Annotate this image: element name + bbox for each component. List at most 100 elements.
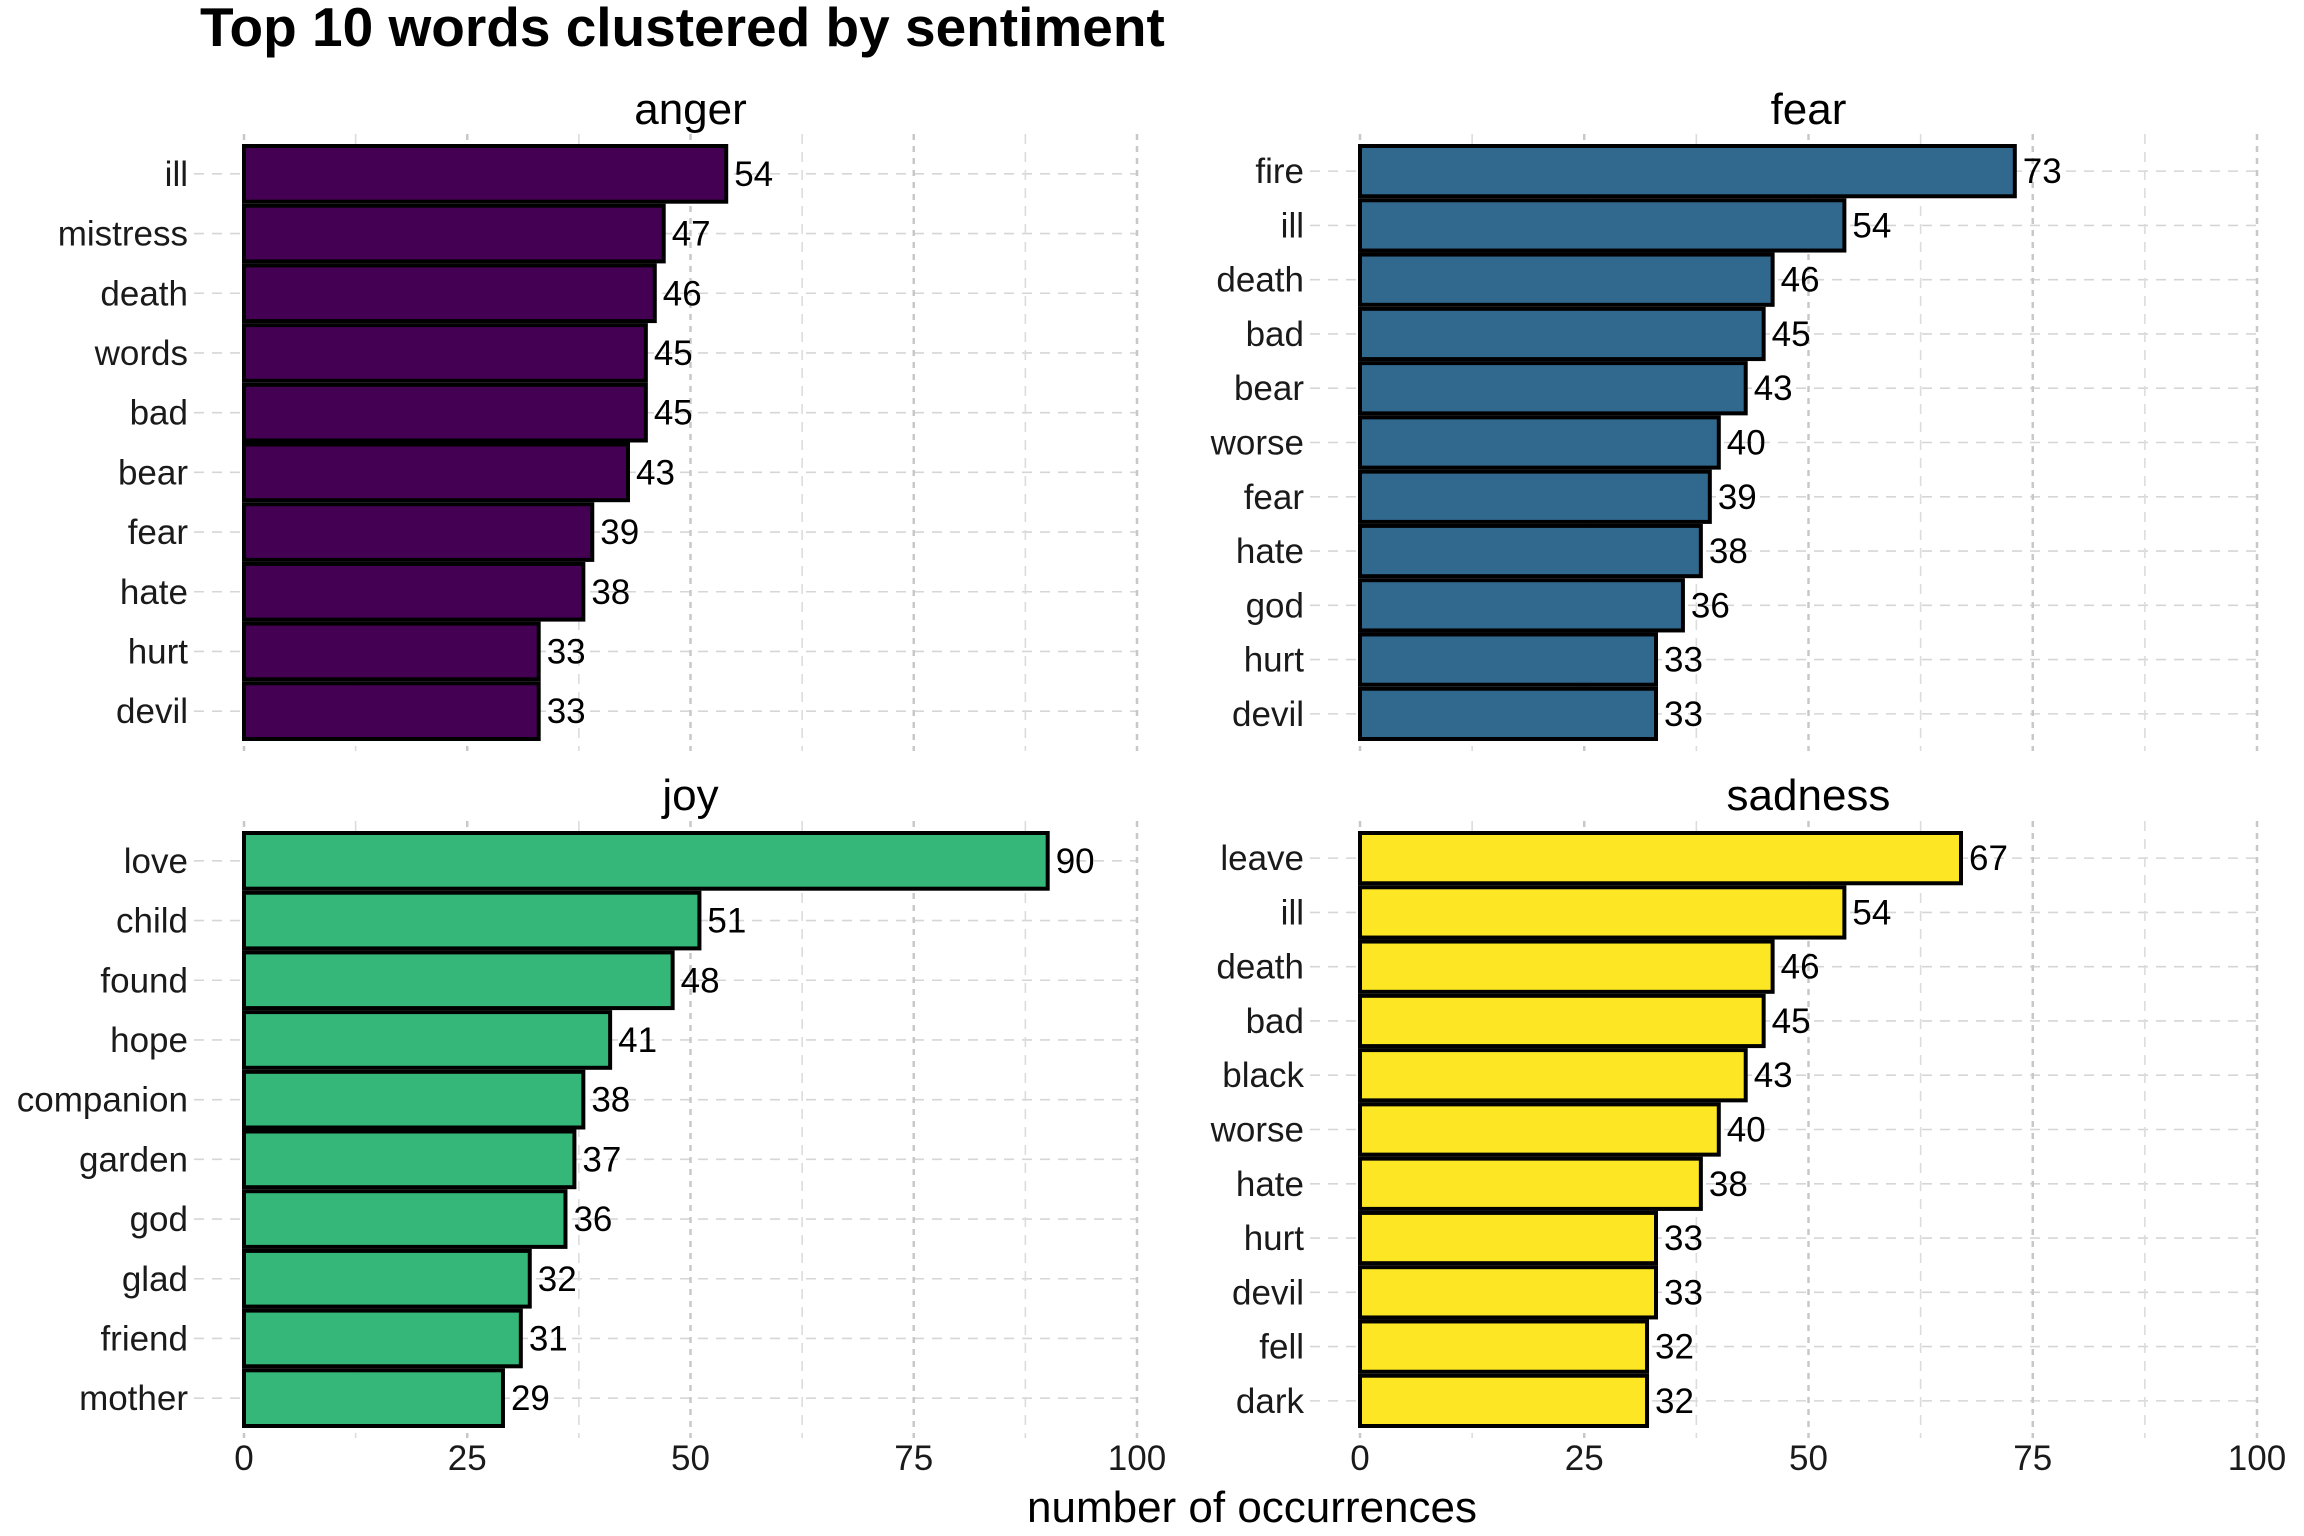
value-label: 39	[600, 513, 639, 552]
bar	[242, 950, 675, 1011]
bar	[1358, 252, 1775, 307]
facet-panel-joy: joy 90 love 51 child 48 found 41 hope 38 companion…	[17, 771, 1166, 1478]
x-tick-label: 75	[2013, 1439, 2052, 1478]
category-label: found	[100, 961, 188, 1000]
bar	[1358, 1048, 1748, 1103]
bar	[242, 681, 541, 741]
value-label: 43	[1754, 1056, 1793, 1095]
facet-label: anger	[634, 85, 747, 134]
bar	[242, 263, 657, 324]
bar	[1358, 578, 1685, 633]
category-label: hate	[1236, 1165, 1304, 1204]
category-label: worse	[1210, 1111, 1304, 1150]
value-label: 36	[573, 1200, 612, 1239]
bar	[242, 1189, 568, 1249]
category-label: bad	[1246, 1002, 1304, 1041]
x-tick-label: 0	[1350, 1439, 1369, 1478]
bar	[1358, 632, 1659, 687]
x-tick-label: 100	[2228, 1439, 2286, 1478]
bar	[242, 323, 648, 383]
facet-label: sadness	[1727, 771, 1891, 820]
x-tick-label: 25	[1565, 1439, 1604, 1478]
bar	[1358, 361, 1748, 416]
category-label: devil	[1232, 1273, 1304, 1312]
value-label: 46	[1781, 948, 1820, 987]
bar	[242, 1010, 613, 1070]
x-tick-label: 25	[448, 1439, 487, 1478]
x-axis-label: number of occurrences	[1027, 1483, 1477, 1532]
bar	[1358, 415, 1721, 470]
bar	[1358, 1102, 1721, 1157]
bar	[1358, 469, 1712, 524]
bar	[1358, 831, 1963, 886]
value-label: 54	[1852, 893, 1891, 932]
category-label: leave	[1220, 839, 1304, 878]
chart-title: Top 10 words clustered by sentiment	[200, 0, 1165, 58]
category-label: hurt	[1244, 641, 1305, 680]
bar	[1358, 1210, 1659, 1266]
bar	[242, 890, 702, 951]
value-label: 33	[1664, 695, 1703, 734]
category-label: ill	[1281, 893, 1304, 932]
bar	[242, 442, 630, 503]
category-label: bad	[130, 394, 188, 433]
value-label: 32	[538, 1260, 577, 1299]
x-tick-label: 50	[1789, 1439, 1828, 1478]
bar	[1358, 1156, 1703, 1211]
value-label: 48	[681, 961, 720, 1000]
category-label: love	[124, 842, 188, 881]
category-label: fell	[1259, 1328, 1304, 1367]
bar	[1358, 1373, 1650, 1429]
value-label: 36	[1691, 586, 1730, 625]
category-label: fire	[1255, 152, 1304, 191]
category-label: ill	[1281, 206, 1304, 245]
bar	[1358, 198, 1847, 253]
category-label: devil	[116, 692, 188, 731]
facet-panel-anger: anger 54 ill 47 mistress 46 death 45 words 45 bad 4…	[58, 85, 1139, 751]
bar	[242, 831, 1050, 891]
category-label: hurt	[1244, 1219, 1305, 1258]
category-label: glad	[122, 1260, 188, 1299]
category-label: dark	[1236, 1382, 1305, 1421]
bar	[242, 1248, 532, 1309]
x-tick-label: 100	[1108, 1439, 1166, 1478]
value-label: 33	[1664, 641, 1703, 680]
category-label: bear	[1234, 369, 1304, 408]
value-label: 90	[1056, 842, 1095, 881]
category-label: companion	[17, 1081, 188, 1120]
value-label: 38	[591, 1081, 630, 1120]
category-label: god	[1246, 586, 1304, 625]
category-label: death	[1216, 948, 1304, 987]
category-label: black	[1222, 1056, 1304, 1095]
bar	[1358, 939, 1775, 994]
bar	[242, 382, 648, 443]
bar	[1358, 144, 2017, 199]
value-label: 45	[1772, 1002, 1811, 1041]
x-tick-label: 75	[894, 1439, 933, 1478]
x-tick-label: 0	[234, 1439, 253, 1478]
x-tick-label: 50	[671, 1439, 710, 1478]
category-label: fear	[1244, 478, 1305, 517]
value-label: 32	[1655, 1328, 1694, 1367]
bar	[242, 144, 729, 204]
bar	[1358, 993, 1766, 1049]
value-label: 33	[1664, 1219, 1703, 1258]
bar	[242, 502, 595, 562]
value-label: 51	[707, 902, 746, 941]
value-label: 46	[1781, 261, 1820, 300]
value-label: 39	[1718, 478, 1757, 517]
bar	[242, 1129, 577, 1190]
category-label: ill	[165, 155, 188, 194]
category-label: bear	[118, 453, 188, 492]
value-label: 46	[663, 274, 702, 313]
category-label: death	[1216, 261, 1304, 300]
value-label: 40	[1727, 424, 1766, 463]
facet-panels: anger 54 ill 47 mistress 46 death 45 words 45 bad 4…	[17, 85, 2286, 1478]
value-label: 32	[1655, 1382, 1694, 1421]
bar	[1358, 1265, 1659, 1320]
bar	[242, 1368, 505, 1429]
category-label: god	[130, 1200, 188, 1239]
bar	[1358, 523, 1703, 579]
category-label: death	[100, 274, 188, 313]
